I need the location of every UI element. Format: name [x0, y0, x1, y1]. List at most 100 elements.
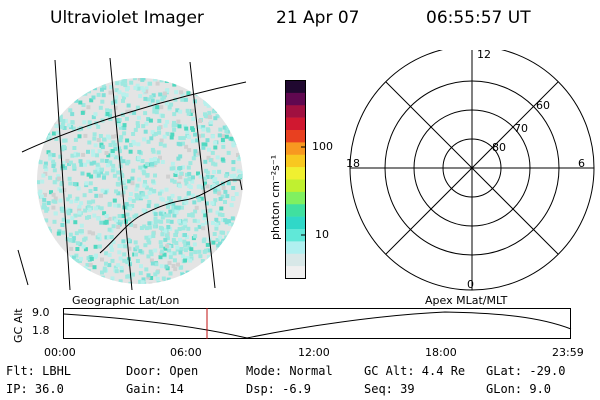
emission-pixel — [235, 265, 240, 270]
emission-pixel — [221, 186, 226, 190]
emission-pixel — [132, 78, 137, 81]
emission-pixel — [44, 284, 48, 288]
emission-pixel — [102, 266, 107, 271]
emission-pixel — [128, 149, 133, 154]
emission-pixel — [167, 260, 172, 265]
emission-pixel — [146, 275, 151, 280]
emission-pixel — [155, 270, 160, 275]
emission-pixel — [171, 123, 176, 128]
emission-pixel — [196, 270, 201, 275]
emission-pixel — [38, 80, 42, 85]
emission-pixel — [225, 285, 229, 289]
emission-pixel — [212, 272, 217, 277]
emission-pixel — [229, 108, 234, 113]
emission-pixel — [116, 263, 121, 268]
emission-pixel — [179, 90, 184, 95]
emission-pixel — [205, 175, 210, 179]
emission-pixel — [164, 89, 169, 93]
emission-pixel — [53, 104, 58, 109]
emission-pixel — [43, 104, 48, 109]
emission-pixel — [135, 259, 140, 263]
emission-pixel — [51, 273, 56, 278]
emission-pixel — [101, 78, 106, 81]
timeline-xtick-0600: 06:00 — [170, 346, 202, 359]
emission-pixel — [89, 161, 94, 166]
emission-pixel — [45, 251, 50, 256]
emission-pixel — [49, 81, 54, 86]
emission-pixel — [92, 132, 97, 137]
emission-pixel — [120, 81, 125, 86]
emission-pixel — [65, 158, 70, 163]
emission-pixel — [42, 130, 47, 135]
emission-pixel — [54, 278, 58, 283]
emission-pixel — [127, 217, 132, 222]
emission-pixel — [116, 203, 121, 208]
emission-pixel — [131, 272, 135, 277]
emission-pixel — [188, 161, 193, 166]
emission-pixel — [109, 247, 114, 252]
emission-pixel — [153, 212, 158, 217]
emission-pixel — [77, 134, 82, 139]
emission-pixel — [163, 246, 168, 251]
emission-pixel — [172, 82, 177, 87]
emission-pixel — [197, 184, 202, 189]
emission-pixel — [176, 156, 181, 161]
emission-pixel — [190, 284, 194, 288]
emission-pixel — [122, 126, 127, 131]
emission-pixel — [221, 109, 225, 114]
emission-pixel — [80, 110, 85, 115]
mlt-label-18: 18 — [346, 157, 360, 170]
emission-pixel — [234, 259, 239, 264]
emission-pixel — [42, 202, 47, 207]
emission-pixel — [49, 89, 54, 94]
emission-pixel — [234, 96, 239, 101]
emission-pixel — [67, 176, 72, 181]
emission-pixel — [149, 276, 154, 280]
emission-pixel — [74, 286, 78, 290]
emission-pixel — [141, 192, 146, 197]
emission-pixel — [203, 114, 208, 119]
emission-pixel — [70, 153, 75, 158]
emission-pixel — [144, 235, 149, 240]
emission-pixel — [158, 211, 163, 216]
emission-pixel — [46, 258, 51, 263]
emission-pixel — [216, 248, 220, 253]
emission-pixel — [213, 162, 218, 167]
emission-pixel — [222, 240, 227, 245]
emission-pixel — [57, 270, 62, 275]
timeline-left-label: Geographic Lat/Lon — [72, 294, 180, 307]
emission-pixel — [185, 270, 190, 275]
colorbar-unit-label: photon cm⁻²s⁻¹ — [269, 154, 282, 240]
emission-pixel — [105, 163, 110, 168]
emission-pixel — [183, 284, 187, 288]
instrument-title: Ultraviolet Imager — [50, 8, 204, 28]
emission-pixel — [72, 146, 77, 150]
emission-pixel — [225, 80, 230, 85]
emission-pixel — [37, 135, 41, 139]
emission-pixel — [94, 78, 98, 83]
emission-pixel — [94, 174, 99, 179]
emission-pixel — [220, 264, 224, 269]
emission-pixel — [222, 112, 227, 117]
emission-pixel — [191, 108, 196, 113]
emission-pixel — [61, 160, 66, 165]
emission-pixel — [162, 143, 167, 148]
emission-pixel — [236, 84, 241, 88]
emission-pixel — [121, 239, 126, 244]
emission-pixel — [71, 278, 76, 283]
emission-pixel — [203, 176, 208, 181]
emission-pixel — [243, 119, 247, 123]
emission-pixel — [236, 153, 240, 157]
emission-pixel — [208, 208, 213, 213]
emission-pixel — [52, 168, 57, 173]
emission-pixel — [198, 119, 203, 123]
emission-pixel — [130, 176, 135, 181]
emission-pixel — [226, 181, 231, 186]
emission-pixel — [239, 228, 243, 233]
emission-pixel — [96, 124, 101, 129]
emission-pixel — [113, 147, 118, 152]
emission-pixel — [107, 253, 112, 258]
emission-pixel — [70, 91, 75, 96]
emission-pixel — [178, 175, 183, 180]
emission-pixel — [68, 78, 73, 81]
